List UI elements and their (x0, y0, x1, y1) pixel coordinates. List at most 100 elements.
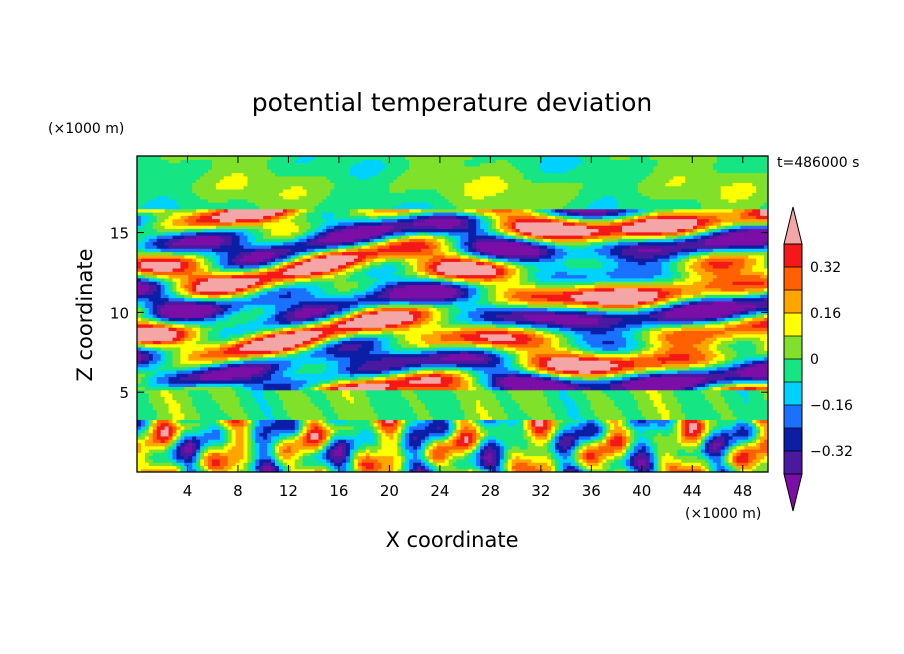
field-cell (144, 396, 150, 401)
field-cell (491, 419, 497, 424)
field-cell (700, 399, 706, 404)
field-cell (318, 409, 323, 414)
field-cell (555, 452, 560, 457)
field-cell (697, 455, 702, 460)
field-cell (487, 412, 493, 417)
field-cell (377, 416, 383, 420)
field-cell (499, 448, 505, 453)
field-cell (373, 452, 379, 457)
field-cell (259, 412, 264, 417)
field-cell (385, 416, 390, 420)
field-cell (547, 425, 552, 430)
field-cell (531, 435, 536, 440)
field-cell (578, 429, 584, 434)
field-cell (432, 409, 438, 414)
field-cell (271, 465, 276, 470)
field-cell (503, 432, 509, 437)
field-cell (188, 455, 193, 460)
field-cell (752, 399, 757, 404)
field-cell (752, 435, 757, 440)
field-cell (724, 416, 730, 420)
field-cell (594, 442, 600, 447)
field-cell (223, 462, 229, 467)
field-cell (704, 442, 710, 447)
field-cell (204, 448, 209, 453)
field-cell (535, 442, 540, 447)
field-cell (543, 419, 548, 424)
field-cell (338, 419, 343, 424)
field-cell (164, 419, 170, 424)
field-cell (420, 412, 426, 417)
field-cell (523, 425, 529, 430)
field-cell (176, 458, 181, 463)
field-cell (555, 465, 560, 470)
field-cell (168, 432, 174, 437)
field-cell (736, 442, 741, 447)
field-cell (156, 435, 162, 440)
field-cell (168, 409, 174, 414)
field-cell (452, 455, 458, 460)
field-cell (618, 402, 623, 407)
field-cell (326, 452, 331, 457)
field-cell (361, 435, 367, 440)
field-cell (353, 448, 359, 453)
field-cell (480, 452, 485, 457)
field-cell (275, 442, 280, 447)
field-cell (314, 425, 320, 430)
field-cell (708, 458, 714, 463)
field-cell (728, 399, 734, 404)
field-cell (389, 432, 394, 437)
field-cell (397, 416, 402, 420)
field-cell (602, 442, 607, 447)
field-cell (184, 396, 189, 401)
field-cell (740, 429, 745, 434)
field-cell (322, 399, 327, 404)
field-cell (137, 399, 142, 404)
field-cell (574, 429, 580, 434)
field-cell (503, 409, 509, 414)
field-cell (409, 416, 414, 420)
field-cell (310, 419, 316, 424)
field-cell (164, 399, 170, 404)
field-cell (140, 399, 146, 404)
field-cell (168, 399, 174, 404)
field-cell (598, 422, 603, 427)
field-cell (207, 396, 213, 401)
field-cell (472, 439, 477, 443)
field-cell (326, 419, 331, 424)
field-cell (480, 416, 485, 420)
field-cell (330, 452, 335, 457)
field-cell (491, 399, 497, 404)
field-cell (720, 465, 726, 470)
field-cell (582, 448, 588, 453)
field-cell (476, 416, 481, 420)
field-cell (444, 439, 450, 443)
field-cell (677, 462, 682, 467)
field-cell (760, 455, 765, 460)
field-cell (349, 442, 355, 447)
field-cell (235, 422, 241, 427)
field-cell (480, 406, 485, 411)
field-cell (432, 429, 438, 434)
field-cell (282, 445, 288, 450)
field-cell (444, 399, 450, 404)
field-cell (693, 445, 698, 450)
field-cell (231, 435, 237, 440)
field-cell (405, 419, 410, 424)
field-cell (302, 458, 308, 463)
field-cell (357, 445, 363, 450)
field-cell (267, 399, 272, 404)
field-cell (271, 462, 276, 467)
field-cell (184, 465, 189, 470)
field-cell (570, 432, 576, 437)
field-cell (693, 425, 698, 430)
field-cell (681, 429, 686, 434)
field-cell (192, 422, 197, 427)
field-cell (227, 419, 233, 424)
field-cell (626, 412, 631, 417)
field-cell (381, 425, 387, 430)
field-cell (653, 448, 659, 453)
field-cell (152, 435, 158, 440)
field-cell (697, 439, 702, 443)
field-cell (176, 445, 181, 450)
